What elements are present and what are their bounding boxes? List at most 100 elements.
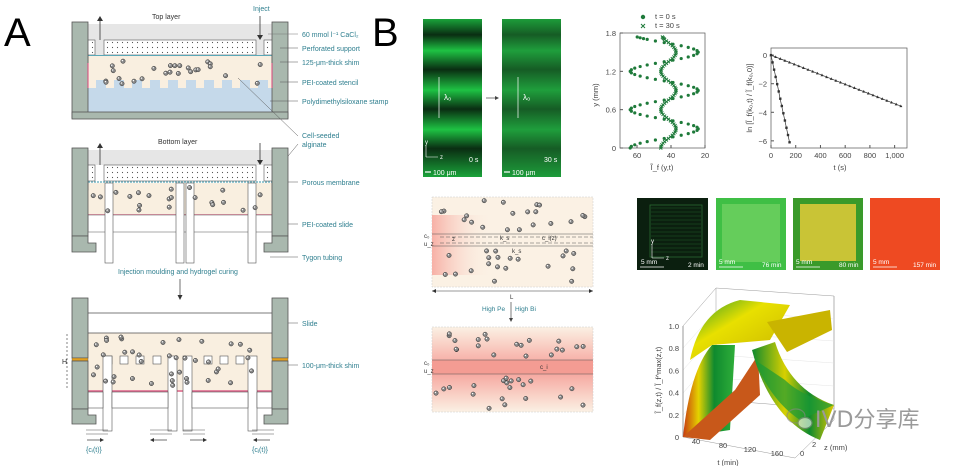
cell <box>245 355 251 361</box>
scale-label: 100 μm <box>433 170 457 177</box>
cell <box>148 381 154 386</box>
stamp-post <box>258 80 268 88</box>
timelapse-2min: y z 5 mm 2 min <box>637 198 708 270</box>
label-shim-100: 100-μm-thick shim <box>302 363 359 370</box>
surface-back-sheet <box>767 310 832 352</box>
cell <box>206 359 211 365</box>
cell <box>491 352 497 358</box>
x-tick-label: 80 <box>719 441 727 450</box>
data-point <box>686 93 690 97</box>
uz-label: u_z <box>424 242 434 248</box>
legend-marker <box>640 14 646 20</box>
surface-ramp <box>683 355 760 440</box>
stamp-post <box>150 80 160 88</box>
cell <box>580 212 586 218</box>
cell <box>90 193 96 199</box>
cell <box>514 341 520 347</box>
cell <box>545 263 551 269</box>
cell <box>103 378 109 384</box>
fluorescence-image-30s: λ₀ 30 s 100 μm <box>502 19 561 177</box>
cell <box>569 278 575 284</box>
cell <box>109 63 115 69</box>
data-point <box>820 73 824 77</box>
scale-label: 5 mm <box>873 259 889 266</box>
cell <box>495 264 500 270</box>
cells <box>438 198 588 233</box>
cell <box>528 378 534 384</box>
transport-schematic-after: c₀ u_z c_i <box>424 326 594 413</box>
data-point <box>692 85 696 89</box>
cell <box>151 65 157 71</box>
y-tick-label: −4 <box>758 108 767 117</box>
cell <box>516 227 522 233</box>
cell <box>111 374 117 380</box>
y-tick-label: 1.8 <box>606 29 616 38</box>
data-point <box>782 112 785 115</box>
cell <box>160 340 166 345</box>
data-point <box>686 122 690 126</box>
time-label: 0 s <box>469 157 479 164</box>
label-tygon: Tygon tubing <box>302 255 342 262</box>
cell <box>192 358 198 363</box>
y-tick-label: 1.0 <box>669 322 679 331</box>
data-point <box>862 89 866 93</box>
transport-schematic-before: c₀ u_z z k_s k_s c_i(z) <box>424 196 594 293</box>
data-point <box>671 42 675 46</box>
stamp-post <box>186 80 196 88</box>
y-axis-label: y (mm) <box>591 83 600 107</box>
stamp-post <box>132 80 142 88</box>
data-point <box>692 53 696 57</box>
cell <box>215 366 221 372</box>
data-point <box>692 130 696 134</box>
cell <box>166 353 172 359</box>
cell <box>571 251 577 256</box>
data-point <box>645 140 649 144</box>
cell <box>515 256 521 262</box>
cell <box>484 248 490 254</box>
data-point <box>783 59 787 62</box>
cell <box>195 67 201 73</box>
data-point <box>679 44 683 48</box>
data-point <box>695 48 699 53</box>
axis-z-label: z <box>440 155 443 161</box>
scale-label: 5 mm <box>719 259 735 266</box>
data-point <box>653 116 658 120</box>
z-label: z <box>452 237 455 243</box>
cell <box>453 346 459 352</box>
data-point <box>815 71 819 75</box>
data-point <box>792 62 796 66</box>
cell <box>105 208 111 214</box>
cell <box>223 73 229 79</box>
data-point <box>645 114 649 118</box>
data-point <box>811 69 815 73</box>
stamp-post <box>204 80 214 88</box>
cell <box>507 255 513 261</box>
data-point <box>786 133 790 137</box>
c0-label: c₀ <box>424 234 430 240</box>
cell <box>136 190 141 196</box>
cell <box>139 76 145 82</box>
data-point <box>653 138 658 142</box>
cells <box>442 248 577 284</box>
cell <box>548 221 554 226</box>
axis-y-label: y <box>651 239 654 245</box>
y-axis-label: ln [Ĩ_f(k₀,t) / Ĩ_f(k₀,0)] <box>745 63 754 132</box>
y-tick-label: 0 <box>612 144 616 153</box>
ks-label: k_s <box>500 236 509 242</box>
x-tick-label: 1,000 <box>885 151 904 160</box>
y-tick-label: 0 <box>675 433 679 442</box>
cell <box>138 358 144 364</box>
lambda-label: λ₀ <box>444 93 451 102</box>
lambda-label: λ₀ <box>523 93 530 102</box>
x-tick-label: 600 <box>839 151 852 160</box>
data-point <box>633 72 637 77</box>
cell <box>503 375 509 381</box>
cell <box>220 187 226 193</box>
cell <box>94 364 100 370</box>
cell <box>91 372 96 378</box>
length-label: L <box>510 295 514 301</box>
data-point <box>692 92 696 96</box>
uz-label: u_z <box>424 369 434 375</box>
data-point <box>825 75 829 79</box>
cell <box>508 378 514 384</box>
